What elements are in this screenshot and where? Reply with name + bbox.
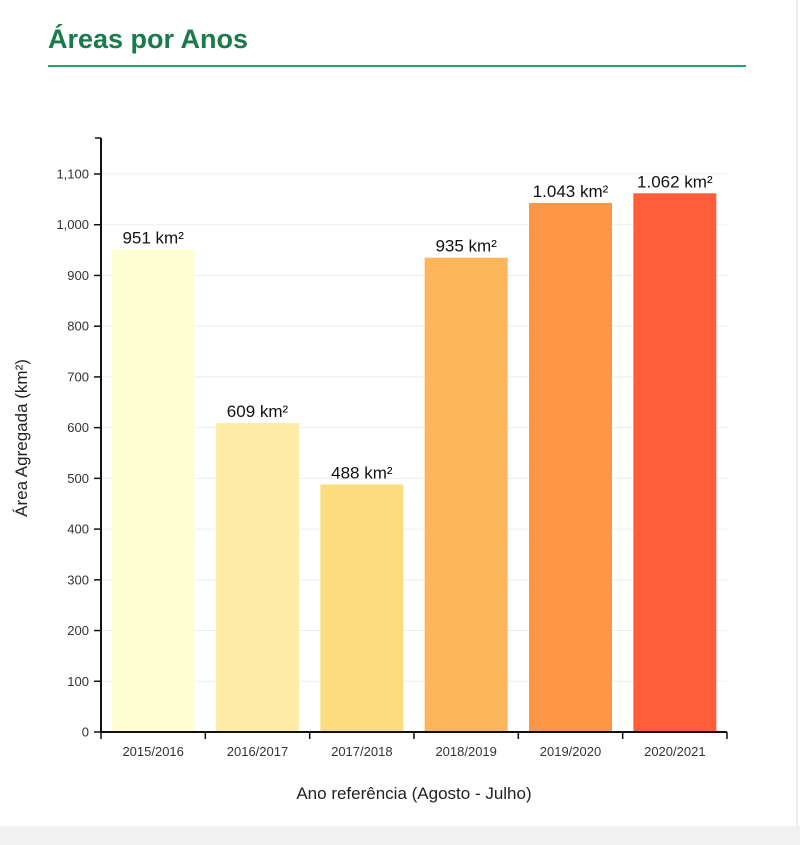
y-tick-label: 900 bbox=[67, 268, 89, 283]
bar-2015/2016 bbox=[111, 249, 195, 733]
y-tick-label: 500 bbox=[67, 471, 89, 486]
bar-chart: 0 100 200 300 400 500 600 700 800 900 1,000 1,100 20… bbox=[12, 137, 728, 803]
y-tick-label: 800 bbox=[67, 319, 89, 334]
bars bbox=[111, 193, 717, 733]
y-tick-label: 300 bbox=[67, 572, 89, 587]
y-axis-title: Área Agregada (km²) bbox=[12, 359, 31, 517]
y-tick-label: 1,000 bbox=[56, 217, 89, 232]
bar-data-label: 935 km² bbox=[435, 237, 497, 256]
grid-lines bbox=[101, 173, 727, 682]
x-tick-label: 2018/2019 bbox=[435, 744, 496, 759]
y-tick-label: 700 bbox=[67, 369, 89, 384]
bar-data-label: 951 km² bbox=[122, 229, 184, 248]
chart-panel: Áreas por Anos 0 100 200 300 400 500 600 700 800… bbox=[12, 0, 798, 826]
bar-2018/2019 bbox=[424, 257, 508, 732]
y-tick-label: 200 bbox=[67, 623, 89, 638]
footer-strip bbox=[0, 826, 800, 845]
axes: 0 100 200 300 400 500 600 700 800 900 1,000 1,100 20… bbox=[56, 137, 728, 759]
x-tick-label: 2016/2017 bbox=[227, 744, 288, 759]
bar-data-label: 1.043 km² bbox=[533, 182, 609, 201]
title-underline bbox=[48, 65, 746, 67]
bar-data-label: 488 km² bbox=[331, 463, 393, 482]
bar-data-label: 609 km² bbox=[227, 402, 289, 421]
y-tick-label: 0 bbox=[82, 725, 89, 740]
bar-2019/2020 bbox=[529, 202, 612, 732]
data-labels: 951 km² 609 km² 488 km² 935 km² 1.043 km² 1.0… bbox=[122, 172, 713, 482]
bar-data-label: 1.062 km² bbox=[637, 172, 713, 191]
y-tick-label: 100 bbox=[67, 674, 89, 689]
panel-edge bbox=[796, 0, 798, 826]
x-tick-label: 2015/2016 bbox=[122, 744, 183, 759]
bar-2020/2021 bbox=[633, 193, 717, 732]
y-tick-label: 1,100 bbox=[56, 167, 89, 182]
y-tick-label: 600 bbox=[67, 420, 89, 435]
x-tick-label: 2020/2021 bbox=[644, 744, 705, 759]
bar-2016/2017 bbox=[216, 423, 299, 732]
x-tick-label: 2017/2018 bbox=[331, 744, 392, 759]
page-title: Áreas por Anos bbox=[48, 24, 249, 54]
bar-2017/2018 bbox=[320, 484, 404, 732]
x-tick-label: 2019/2020 bbox=[540, 744, 601, 759]
y-tick-label: 400 bbox=[67, 522, 89, 537]
x-axis-title: Ano referência (Agosto - Julho) bbox=[296, 784, 531, 803]
